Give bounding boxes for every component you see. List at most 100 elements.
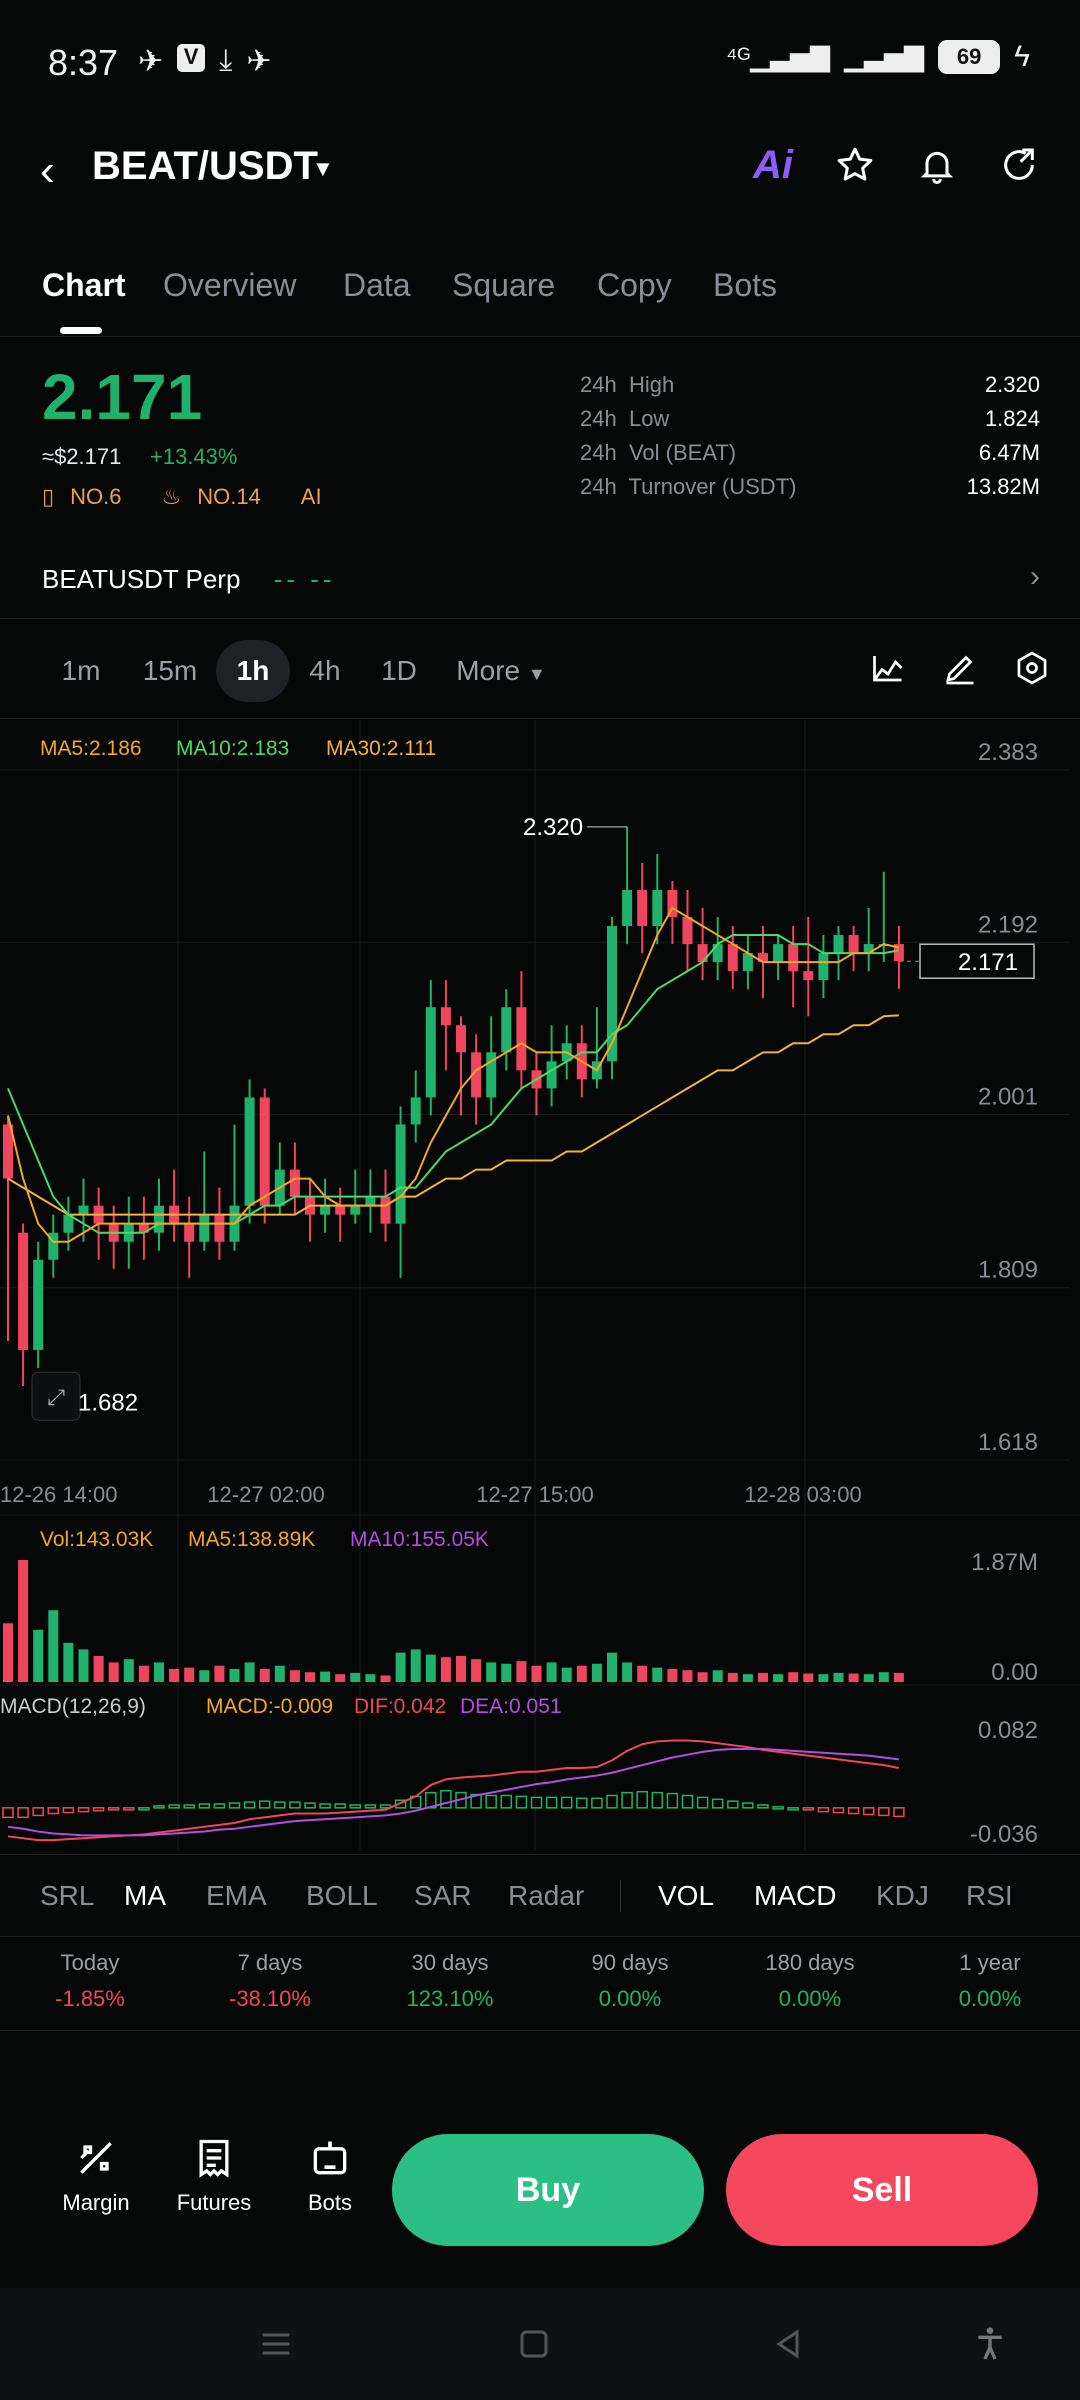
macd-hist-bar — [274, 1801, 286, 1809]
chart-tools — [870, 650, 1050, 691]
candle-body — [259, 1097, 270, 1206]
candle-body — [18, 1232, 29, 1350]
ind-kdj[interactable]: KDJ — [876, 1880, 929, 1911]
star-icon[interactable] — [830, 140, 880, 190]
y-tick-label: 2.192 — [978, 911, 1038, 938]
y-tick-label: 1.618 — [978, 1429, 1038, 1456]
bots-button[interactable]: Bots — [280, 2136, 380, 2216]
tab-chart[interactable]: Chart — [42, 267, 126, 303]
sell-button[interactable]: Sell — [726, 2134, 1038, 2246]
ind-boll[interactable]: BOLL — [306, 1880, 378, 1911]
performance-row: Today -1.85% 7 days -38.10% 30 days 123.10% 90… — [0, 1950, 1080, 2030]
accessibility-icon[interactable] — [970, 2322, 1010, 2366]
interval-15m[interactable]: 15m — [142, 655, 198, 686]
app-v-icon: V — [177, 44, 206, 72]
volume-bar — [652, 1667, 663, 1682]
perp-value: -- -- — [273, 564, 336, 594]
pair-title[interactable]: BEAT/USDT — [92, 144, 318, 188]
ind-ema[interactable]: EMA — [206, 1880, 267, 1911]
y-tick-label: 2.001 — [978, 1084, 1038, 1111]
ma30-legend: MA30:2.111 — [326, 737, 436, 760]
back-nav-icon[interactable] — [770, 2326, 806, 2362]
tab-copy[interactable]: Copy — [597, 267, 672, 303]
ai-icon[interactable]: Ai — [753, 142, 793, 187]
tab-overview[interactable]: Overview — [163, 267, 297, 303]
candle-body — [48, 1232, 59, 1260]
candle-body — [380, 1196, 391, 1224]
candlestick-chart[interactable]: 2.383 2.192 2.001 1.809 1.618 12-26 14:00 12-2… — [0, 720, 1080, 1850]
performance-item: 1 year 0.00% — [900, 1950, 1080, 2012]
candle-body — [440, 1007, 451, 1026]
ma30-line — [7, 1014, 899, 1216]
tab-square[interactable]: Square — [452, 267, 556, 303]
active-tab-indicator — [60, 327, 102, 334]
performance-value: 123.10% — [406, 1986, 494, 2011]
macd-hist-bar — [651, 1791, 664, 1809]
home-icon[interactable] — [516, 2326, 552, 2362]
volume-bar — [667, 1668, 678, 1682]
interval-more[interactable]: More ▼ — [446, 640, 556, 702]
candle-body — [788, 944, 799, 972]
ind-sar[interactable]: SAR — [414, 1880, 472, 1911]
system-nav-bar — [0, 2288, 1080, 2400]
ind-rsi[interactable]: RSI — [966, 1880, 1013, 1911]
futures-button[interactable]: Futures — [164, 2136, 264, 2216]
ind-radar[interactable]: Radar — [508, 1880, 585, 1911]
interval-4h[interactable]: 4h — [309, 655, 341, 686]
performance-value: -1.85% — [55, 1986, 125, 2011]
signal-icon: ⁴ᴳ▁▃▅▇ — [726, 41, 831, 72]
tab-bots[interactable]: Bots — [713, 267, 778, 303]
ind-srl[interactable]: SRL — [40, 1880, 95, 1911]
interval-1h[interactable]: 1h — [216, 640, 290, 702]
indicator-icon[interactable] — [870, 650, 906, 691]
stat-label: High — [628, 372, 675, 397]
ind-ma[interactable]: MA — [124, 1880, 166, 1911]
macd-hist-bar — [832, 1807, 845, 1814]
ind-macd[interactable]: MACD — [754, 1880, 837, 1911]
interval-1m[interactable]: 1m — [61, 655, 101, 686]
draw-pencil-icon[interactable] — [942, 650, 978, 691]
perp-link[interactable]: BEATUSDT Perp -- -- — [42, 564, 336, 595]
x-tick-label: 12-27 02:00 — [207, 1482, 324, 1507]
rank-1[interactable]: NO.6 — [70, 484, 122, 509]
macd-hist-bar — [394, 1799, 407, 1809]
bots-label: Bots — [307, 2190, 353, 2215]
chevron-down-icon[interactable]: ▼ — [312, 156, 334, 181]
buy-button[interactable]: Buy — [392, 2134, 704, 2246]
interval-1d[interactable]: 1D — [381, 655, 417, 686]
volume-bar — [108, 1662, 119, 1682]
indicator-tabs: SRL MA EMA BOLL SAR Radar VOL MACD KDJ R… — [0, 1862, 1080, 1928]
performance-value: -38.10% — [229, 1986, 311, 2011]
tab-data[interactable]: Data — [343, 267, 411, 303]
volume-bar — [154, 1662, 164, 1682]
macd-hist-bar — [168, 1804, 180, 1809]
macd-hist-bar — [485, 1794, 497, 1809]
macd-hist-bar — [545, 1796, 558, 1809]
back-icon[interactable]: ‹ — [40, 146, 55, 195]
volume-bar — [138, 1665, 149, 1682]
chevron-right-icon[interactable]: › — [1030, 560, 1040, 593]
settings-hexagon-icon[interactable] — [1014, 650, 1050, 691]
ind-vol[interactable]: VOL — [658, 1880, 715, 1911]
volume-bar — [410, 1649, 421, 1682]
x-tick-label: 12-28 03:00 — [744, 1482, 861, 1507]
volume-bar — [123, 1659, 134, 1682]
share-icon[interactable] — [994, 140, 1044, 190]
rank-2[interactable]: NO.14 — [197, 484, 261, 509]
macd-legend: MACD:-0.009 — [206, 1695, 333, 1718]
volume-bar — [607, 1652, 617, 1682]
interval-more-label: More — [456, 655, 521, 686]
volume-bar — [561, 1667, 572, 1682]
margin-button[interactable]: Margin — [46, 2136, 146, 2216]
macd-hist-bar — [77, 1807, 90, 1813]
ai-badge[interactable]: AI — [300, 484, 322, 509]
menu-icon[interactable] — [256, 2326, 296, 2362]
performance-item: 7 days -38.10% — [180, 1950, 360, 2012]
volume-bar — [546, 1662, 557, 1682]
performance-label: Today — [60, 1950, 120, 1975]
macd-legend: DEA:0.051 — [460, 1695, 562, 1718]
bell-icon[interactable] — [912, 140, 962, 190]
macd-hist-bar — [2, 1807, 14, 1819]
stat-row: 24h Vol (BEAT) 6.47M — [580, 440, 1040, 474]
telegram-icon: ✈ — [138, 45, 164, 78]
